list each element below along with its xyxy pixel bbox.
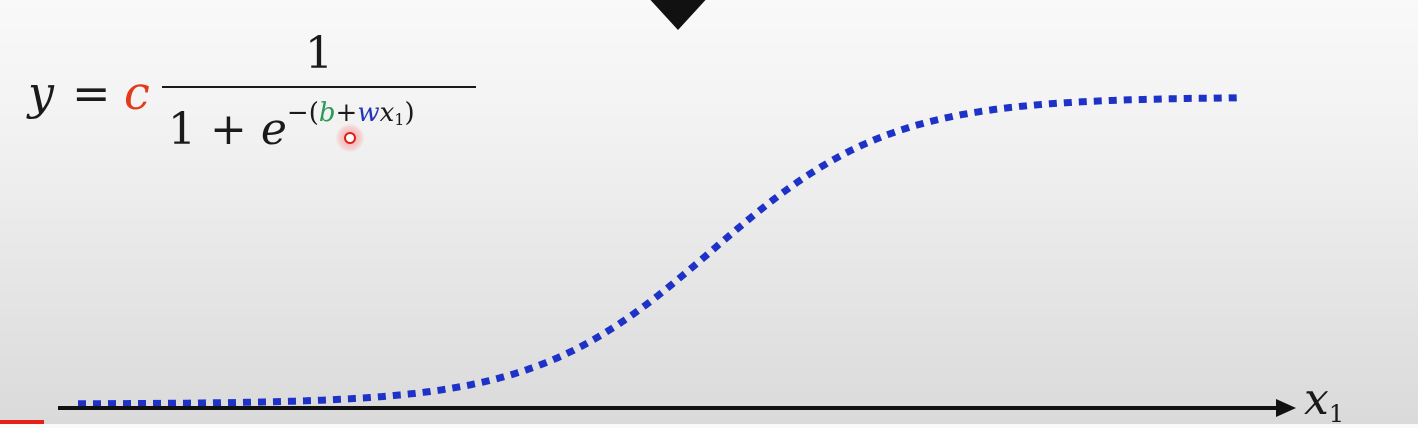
exponent-close: ): [404, 98, 415, 128]
denominator-plus: +: [210, 104, 247, 155]
exponent-bias-b: b: [318, 98, 336, 128]
formula-equals: =: [72, 66, 111, 120]
denominator-base-e: e: [260, 104, 287, 155]
exponent-open: −(: [286, 98, 319, 128]
formula-numerator: 1: [305, 28, 333, 79]
formula-fraction: 1 1 + e−(b+wx1): [162, 30, 476, 160]
triangle-down-icon: [645, 0, 711, 30]
exponent-x-subscript: 1: [394, 110, 405, 129]
fraction-bar: [162, 86, 476, 88]
x-axis-label: x1: [1304, 378, 1345, 428]
formula-y: y: [28, 66, 54, 120]
sigmoid-formula: y = c 1 1 + e−(b+wx1): [26, 30, 496, 160]
exponent-x: x: [379, 98, 395, 128]
exponent-weight-w: w: [357, 98, 380, 128]
pointer-dot-center: [344, 132, 356, 144]
x-axis-label-subscript: 1: [1328, 400, 1345, 428]
denominator-one: 1: [168, 104, 196, 155]
x-axis-arrowhead: [1276, 399, 1296, 417]
exponent-plus: +: [335, 98, 358, 128]
pointer-dot-icon: [336, 124, 364, 152]
formula-exponent: −(b+wx1): [287, 98, 415, 128]
formula-coefficient-c: c: [124, 66, 150, 120]
x-axis-label-var: x: [1304, 374, 1329, 425]
formula-denominator: 1 + e−(b+wx1): [168, 100, 415, 152]
sigmoid-curve: [78, 94, 1239, 408]
video-progress-strip: [0, 420, 44, 424]
